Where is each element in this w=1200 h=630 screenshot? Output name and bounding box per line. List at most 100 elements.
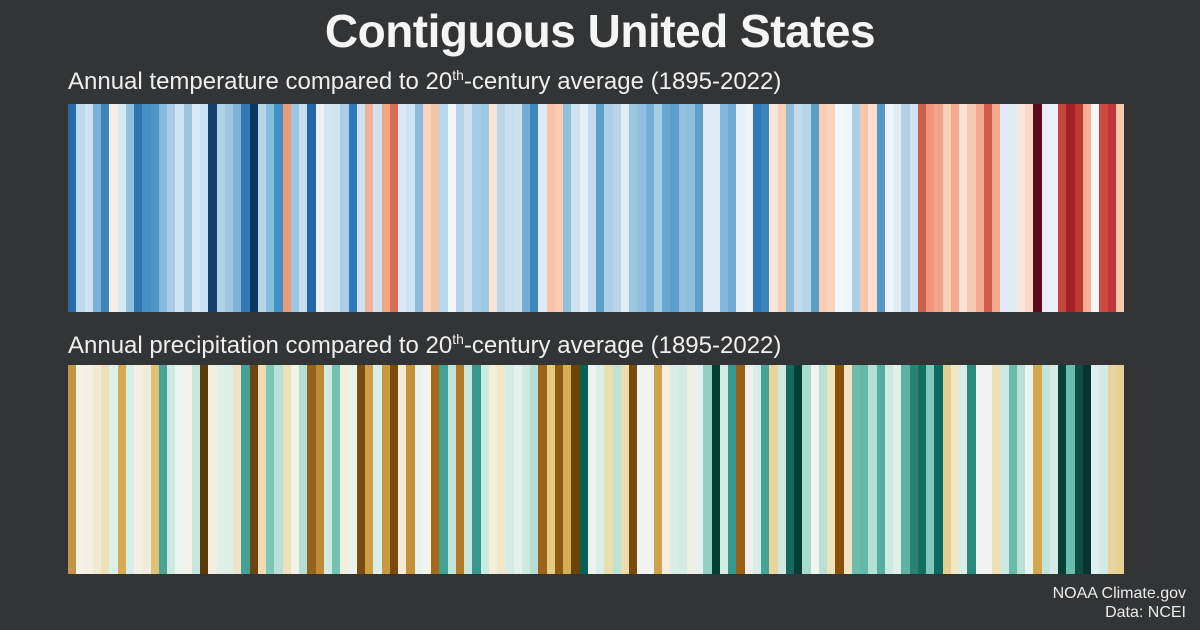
- precipitation-stripe-1978: [752, 365, 761, 574]
- page-title: Contiguous United States: [324, 5, 876, 57]
- temperature-stripe-1948: [505, 104, 514, 312]
- precipitation-stripe-1979: [761, 365, 770, 574]
- precipitation-stripe-2022: [1115, 365, 1124, 574]
- temperature-stripe-1967: [662, 104, 671, 312]
- source-credit-line2: Data: NCEI: [1105, 604, 1186, 621]
- temperature-stripe-2003: [959, 104, 968, 312]
- temperature-stripe-1989: [843, 104, 852, 312]
- temperature-stripe-2010: [1016, 104, 1025, 312]
- precipitation-chart-title: Annual precipitation compared to 20th-ce…: [68, 330, 1128, 362]
- precipitation-stripe-1968: [670, 365, 679, 574]
- precipitation-stripe-1990: [851, 365, 860, 574]
- temperature-stripe-1969: [678, 104, 687, 312]
- temperature-stripe-1902: [125, 104, 134, 312]
- precipitation-stripe-1989: [843, 365, 852, 574]
- temperature-stripe-1997: [909, 104, 918, 312]
- precipitation-stripe-1895: [68, 365, 77, 574]
- temperature-stripe-2021: [1107, 104, 1116, 312]
- temperature-stripe-2018: [1082, 104, 1091, 312]
- temperature-stripe-1955: [563, 104, 572, 312]
- temperature-stripe-2007: [992, 104, 1001, 312]
- temperature-stripe-1994: [884, 104, 893, 312]
- temperature-stripe-1919: [266, 104, 275, 312]
- precipitation-stripe-2018: [1082, 365, 1091, 574]
- temperature-stripe-1913: [216, 104, 225, 312]
- temperature-stripe-1995: [893, 104, 902, 312]
- precipitation-stripe-1945: [480, 365, 489, 574]
- precipitation-stripe-1940: [439, 365, 448, 574]
- precipitation-stripe-1932: [373, 365, 382, 574]
- precipitation-stripe-1999: [926, 365, 935, 574]
- temperature-stripe-1933: [381, 104, 390, 312]
- temperature-stripe-1915: [233, 104, 242, 312]
- temperature-stripe-1946: [488, 104, 497, 312]
- precipitation-stripe-1976: [736, 365, 745, 574]
- temperature-stripe-1921: [282, 104, 291, 312]
- temperature-stripe-1927: [332, 104, 341, 312]
- precipitation-stripe-2009: [1008, 365, 1017, 574]
- precipitation-stripe-1926: [323, 365, 332, 574]
- precipitation-stripe-1954: [554, 365, 563, 574]
- temperature-stripe-2006: [983, 104, 992, 312]
- precipitation-stripe-1949: [513, 365, 522, 574]
- temperature-stripe-1905: [150, 104, 159, 312]
- temperature-stripe-1968: [670, 104, 679, 312]
- precipitation-stripe-1933: [381, 365, 390, 574]
- precipitation-stripe-1997: [909, 365, 918, 574]
- temperature-stripe-2009: [1008, 104, 1017, 312]
- temperature-stripe-1993: [876, 104, 885, 312]
- temperature-stripe-1952: [538, 104, 547, 312]
- precipitation-stripe-1898: [92, 365, 101, 574]
- precipitation-stripe-1994: [884, 365, 893, 574]
- temperature-stripe-2015: [1058, 104, 1067, 312]
- temperature-stripe-1987: [827, 104, 836, 312]
- precipitation-stripe-1948: [505, 365, 514, 574]
- temperature-stripe-1971: [695, 104, 704, 312]
- temperature-stripe-1922: [290, 104, 299, 312]
- precipitation-stripe-1950: [521, 365, 530, 574]
- precipitation-stripe-1981: [777, 365, 786, 574]
- precipitation-stripe-1897: [84, 365, 93, 574]
- temperature-stripe-1928: [340, 104, 349, 312]
- precipitation-stripe-1946: [488, 365, 497, 574]
- temperature-stripe-1941: [447, 104, 456, 312]
- precipitation-stripe-1959: [596, 365, 605, 574]
- temperature-stripe-1975: [728, 104, 737, 312]
- temperature-stripe-1945: [480, 104, 489, 312]
- precipitation-stripe-1960: [604, 365, 613, 574]
- temperature-stripe-1986: [818, 104, 827, 312]
- precipitation-stripe-1924: [307, 365, 316, 574]
- precipitation-stripe-1964: [637, 365, 646, 574]
- precipitation-stripe-1974: [719, 365, 728, 574]
- precipitation-stripe-1904: [142, 365, 151, 574]
- temperature-stripe-1916: [241, 104, 250, 312]
- temperature-stripe-1942: [455, 104, 464, 312]
- precipitation-stripe-1920: [274, 365, 283, 574]
- precipitation-stripe-2016: [1066, 365, 1075, 574]
- temperature-stripe-1943: [464, 104, 473, 312]
- precipitation-stripe-2020: [1099, 365, 1108, 574]
- precipitation-stripe-1975: [728, 365, 737, 574]
- precipitation-stripe-2000: [934, 365, 943, 574]
- temperature-stripe-1918: [257, 104, 266, 312]
- precipitation-title-prefix: Annual precipitation compared to 20: [68, 332, 453, 359]
- temperature-stripe-1932: [373, 104, 382, 312]
- precipitation-stripe-2005: [975, 365, 984, 574]
- precipitation-stripe-1958: [587, 365, 596, 574]
- temperature-title-superscript: th: [452, 67, 464, 83]
- temperature-stripe-1957: [579, 104, 588, 312]
- precipitation-stripe-2012: [1033, 365, 1042, 574]
- precipitation-stripe-1953: [546, 365, 555, 574]
- temperature-stripe-1998: [917, 104, 926, 312]
- temperature-stripe-1985: [810, 104, 819, 312]
- temperature-stripe-1949: [513, 104, 522, 312]
- precipitation-stripe-1971: [695, 365, 704, 574]
- precipitation-stripe-1899: [101, 365, 110, 574]
- temperature-stripe-1977: [744, 104, 753, 312]
- temperature-stripe-1959: [596, 104, 605, 312]
- temperature-stripe-1983: [794, 104, 803, 312]
- temperature-stripe-1910: [191, 104, 200, 312]
- precipitation-stripe-1919: [266, 365, 275, 574]
- precipitation-stripe-1952: [538, 365, 547, 574]
- precipitation-stripe-2003: [959, 365, 968, 574]
